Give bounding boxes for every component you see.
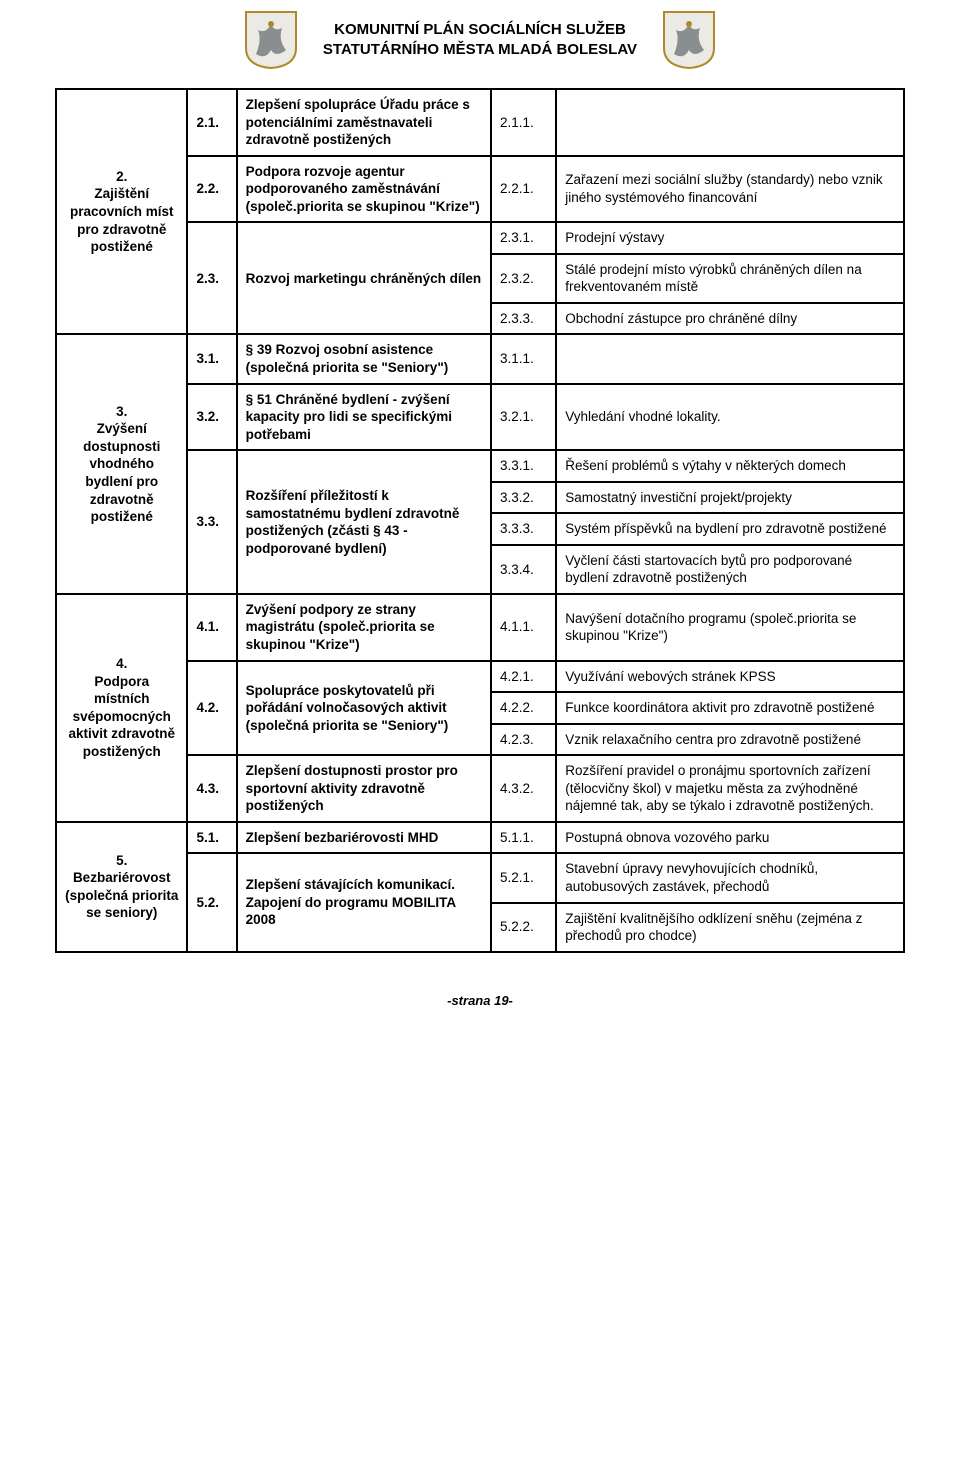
page-number: -strana 19- [55,993,905,1008]
opatreni-text-cell: Zlepšení stávajících komunikací. Zapojen… [237,853,491,951]
table-row: 2.Zajištění pracovních míst pro zdravotn… [56,89,904,156]
table-row: 3.Zvýšení dostupnosti vhodného bydlení p… [56,334,904,383]
aktivita-text-cell: Stavební úpravy nevyhovujících chodníků,… [556,853,904,902]
aktivita-num-cell: 3.3.3. [491,513,556,545]
aktivita-text-cell: Systém příspěvků na bydlení pro zdravotn… [556,513,904,545]
opatreni-num-cell: 4.2. [187,661,236,756]
opatreni-text-cell: Zlepšení bezbariérovosti MHD [237,822,491,854]
aktivita-num-cell: 4.3.2. [491,755,556,822]
aktivita-num-cell: 5.2.2. [491,903,556,952]
section-title: Podpora místních svépomocných aktivit zd… [65,673,178,761]
opatreni-num-cell: 2.1. [187,89,236,156]
aktivita-num-cell: 4.2.3. [491,724,556,756]
section-num: 4. [65,655,178,673]
section-title: Zajištění pracovních míst pro zdravotně … [65,185,178,255]
aktivita-text-cell: Stálé prodejní místo výrobků chráněných … [556,254,904,303]
section-cell: 4.Podpora místních svépomocných aktivit … [56,594,187,822]
opatreni-num-cell: 4.1. [187,594,236,661]
aktivita-text-cell: Vyhledání vhodné lokality. [556,384,904,451]
aktivita-num-cell: 3.3.2. [491,482,556,514]
aktivita-num-cell: 2.3.1. [491,222,556,254]
opatreni-text-cell: § 51 Chráněné bydlení - zvýšení kapacity… [237,384,491,451]
section-title: Zvýšení dostupnosti vhodného bydlení pro… [65,420,178,525]
table-row: 4.Podpora místních svépomocných aktivit … [56,594,904,661]
opatreni-num-cell: 3.1. [187,334,236,383]
opatreni-text-cell: Zlepšení spolupráce Úřadu práce s potenc… [237,89,491,156]
opatreni-num-cell: 4.3. [187,755,236,822]
aktivita-text-cell: Zařazení mezi sociální služby (standardy… [556,156,904,223]
opatreni-num-cell: 2.3. [187,222,236,334]
opatreni-text-cell: Rozvoj marketingu chráněných dílen [237,222,491,334]
page-header: KOMUNITNÍ PLÁN SOCIÁLNÍCH SLUŽEB STATUTÁ… [55,10,905,70]
aktivita-num-cell: 2.3.3. [491,303,556,335]
aktivita-text-cell: Obchodní zástupce pro chráněné dílny [556,303,904,335]
city-crest-right [662,10,716,70]
section-num: 5. [65,852,178,870]
opatreni-text-cell: Spolupráce poskytovatelů při pořádání vo… [237,661,491,756]
aktivita-text-cell: Navýšení dotačního programu (společ.prio… [556,594,904,661]
header-title: KOMUNITNÍ PLÁN SOCIÁLNÍCH SLUŽEB STATUTÁ… [323,20,637,61]
aktivita-text-cell: Samostatný investiční projekt/projekty [556,482,904,514]
aktivita-text-cell: Zajištění kvalitnějšího odklízení sněhu … [556,903,904,952]
section-cell: 5.Bezbariérovost (společná priorita se s… [56,822,187,952]
aktivita-text-cell: Rozšíření pravidel o pronájmu sportovníc… [556,755,904,822]
city-crest-left [244,10,298,70]
aktivita-num-cell: 2.2.1. [491,156,556,223]
aktivita-num-cell: 4.2.2. [491,692,556,724]
opatreni-text-cell: Zlepšení dostupnosti prostor pro sportov… [237,755,491,822]
opatreni-text-cell: Rozšíření příležitostí k samostatnému by… [237,450,491,594]
opatreni-num-cell: 5.2. [187,853,236,951]
opatreni-num-cell: 3.2. [187,384,236,451]
page: KOMUNITNÍ PLÁN SOCIÁLNÍCH SLUŽEB STATUTÁ… [0,0,960,1038]
aktivita-text-cell: Vyčlení části startovacích bytů pro podp… [556,545,904,594]
aktivita-num-cell: 3.1.1. [491,334,556,383]
aktivita-num-cell: 3.2.1. [491,384,556,451]
aktivita-text-cell: Postupná obnova vozového parku [556,822,904,854]
plan-table: 2.Zajištění pracovních míst pro zdravotn… [55,88,905,953]
section-cell: 3.Zvýšení dostupnosti vhodného bydlení p… [56,334,187,593]
aktivita-text-cell: Využívání webových stránek KPSS [556,661,904,693]
aktivita-text-cell [556,334,904,383]
opatreni-text-cell: § 39 Rozvoj osobní asistence (společná p… [237,334,491,383]
table-row: 5.Bezbariérovost (společná priorita se s… [56,822,904,854]
section-cell: 2.Zajištění pracovních míst pro zdravotn… [56,89,187,334]
aktivita-num-cell: 5.2.1. [491,853,556,902]
aktivita-text-cell: Funkce koordinátora aktivit pro zdravotn… [556,692,904,724]
opatreni-num-cell: 3.3. [187,450,236,594]
aktivita-text-cell: Řešení problémů s výtahy v některých dom… [556,450,904,482]
opatreni-text-cell: Zvýšení podpory ze strany magistrátu (sp… [237,594,491,661]
opatreni-num-cell: 5.1. [187,822,236,854]
aktivita-text-cell [556,89,904,156]
aktivita-text-cell: Vznik relaxačního centra pro zdravotně p… [556,724,904,756]
header-line2: STATUTÁRNÍHO MĚSTA MLADÁ BOLESLAV [323,40,637,60]
section-num: 2. [65,168,178,186]
section-num: 3. [65,403,178,421]
section-title: Bezbariérovost (společná priorita se sen… [65,869,178,922]
aktivita-num-cell: 2.3.2. [491,254,556,303]
header-line1: KOMUNITNÍ PLÁN SOCIÁLNÍCH SLUŽEB [323,20,637,40]
aktivita-num-cell: 5.1.1. [491,822,556,854]
aktivita-num-cell: 3.3.1. [491,450,556,482]
opatreni-num-cell: 2.2. [187,156,236,223]
opatreni-text-cell: Podpora rozvoje agentur podporovaného za… [237,156,491,223]
aktivita-num-cell: 3.3.4. [491,545,556,594]
aktivita-text-cell: Prodejní výstavy [556,222,904,254]
aktivita-num-cell: 4.1.1. [491,594,556,661]
aktivita-num-cell: 4.2.1. [491,661,556,693]
aktivita-num-cell: 2.1.1. [491,89,556,156]
